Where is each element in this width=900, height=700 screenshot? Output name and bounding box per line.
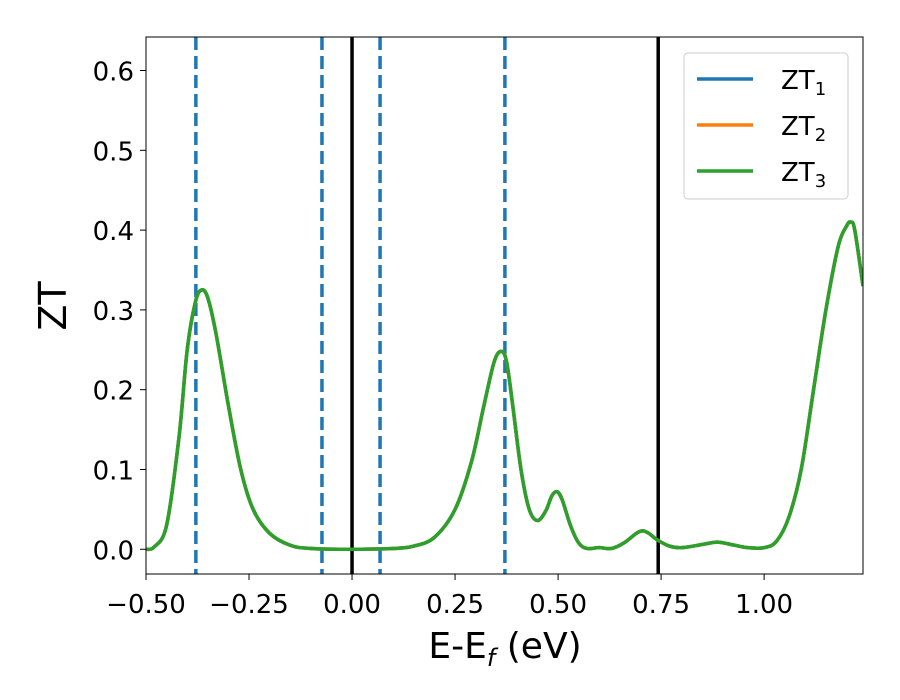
x-tick-label: −0.50 xyxy=(106,590,186,620)
x-tick-label: 1.00 xyxy=(735,590,793,620)
y-axis: 0.0 0.1 0.2 0.3 0.4 0.5 0.6 xyxy=(93,58,146,566)
series-line-zt3 xyxy=(146,220,863,552)
x-axis: −0.50 −0.25 0.00 0.25 0.50 0.75 1.00 xyxy=(106,574,793,620)
x-tick-label: 0.00 xyxy=(323,590,381,620)
y-axis-label: ZT xyxy=(31,281,75,331)
x-tick-label: 0.25 xyxy=(426,590,484,620)
y-tick-label: 0.5 xyxy=(93,137,134,167)
legend-label-zt1: ZT1 xyxy=(781,66,826,100)
series-lines xyxy=(146,220,863,552)
vertical-lines xyxy=(194,37,660,574)
legend: ZT1 ZT2 ZT3 xyxy=(683,52,849,200)
x-axis-label: E-Ef (eV) xyxy=(428,626,581,672)
y-tick-label: 0.4 xyxy=(93,217,134,247)
x-tick-label: 0.75 xyxy=(632,590,690,620)
x-tick-label: 0.50 xyxy=(529,590,587,620)
x-tick-label: −0.25 xyxy=(209,590,289,620)
y-tick-label: 0.6 xyxy=(93,58,134,88)
y-tick-label: 0.0 xyxy=(93,536,134,566)
legend-frame xyxy=(683,52,849,200)
y-tick-label: 0.1 xyxy=(93,456,134,486)
legend-label-zt2: ZT2 xyxy=(781,112,826,146)
y-tick-label: 0.3 xyxy=(93,297,134,327)
legend-label-zt3: ZT3 xyxy=(781,158,826,192)
y-tick-label: 0.2 xyxy=(93,377,134,407)
plot-frame xyxy=(145,36,864,575)
